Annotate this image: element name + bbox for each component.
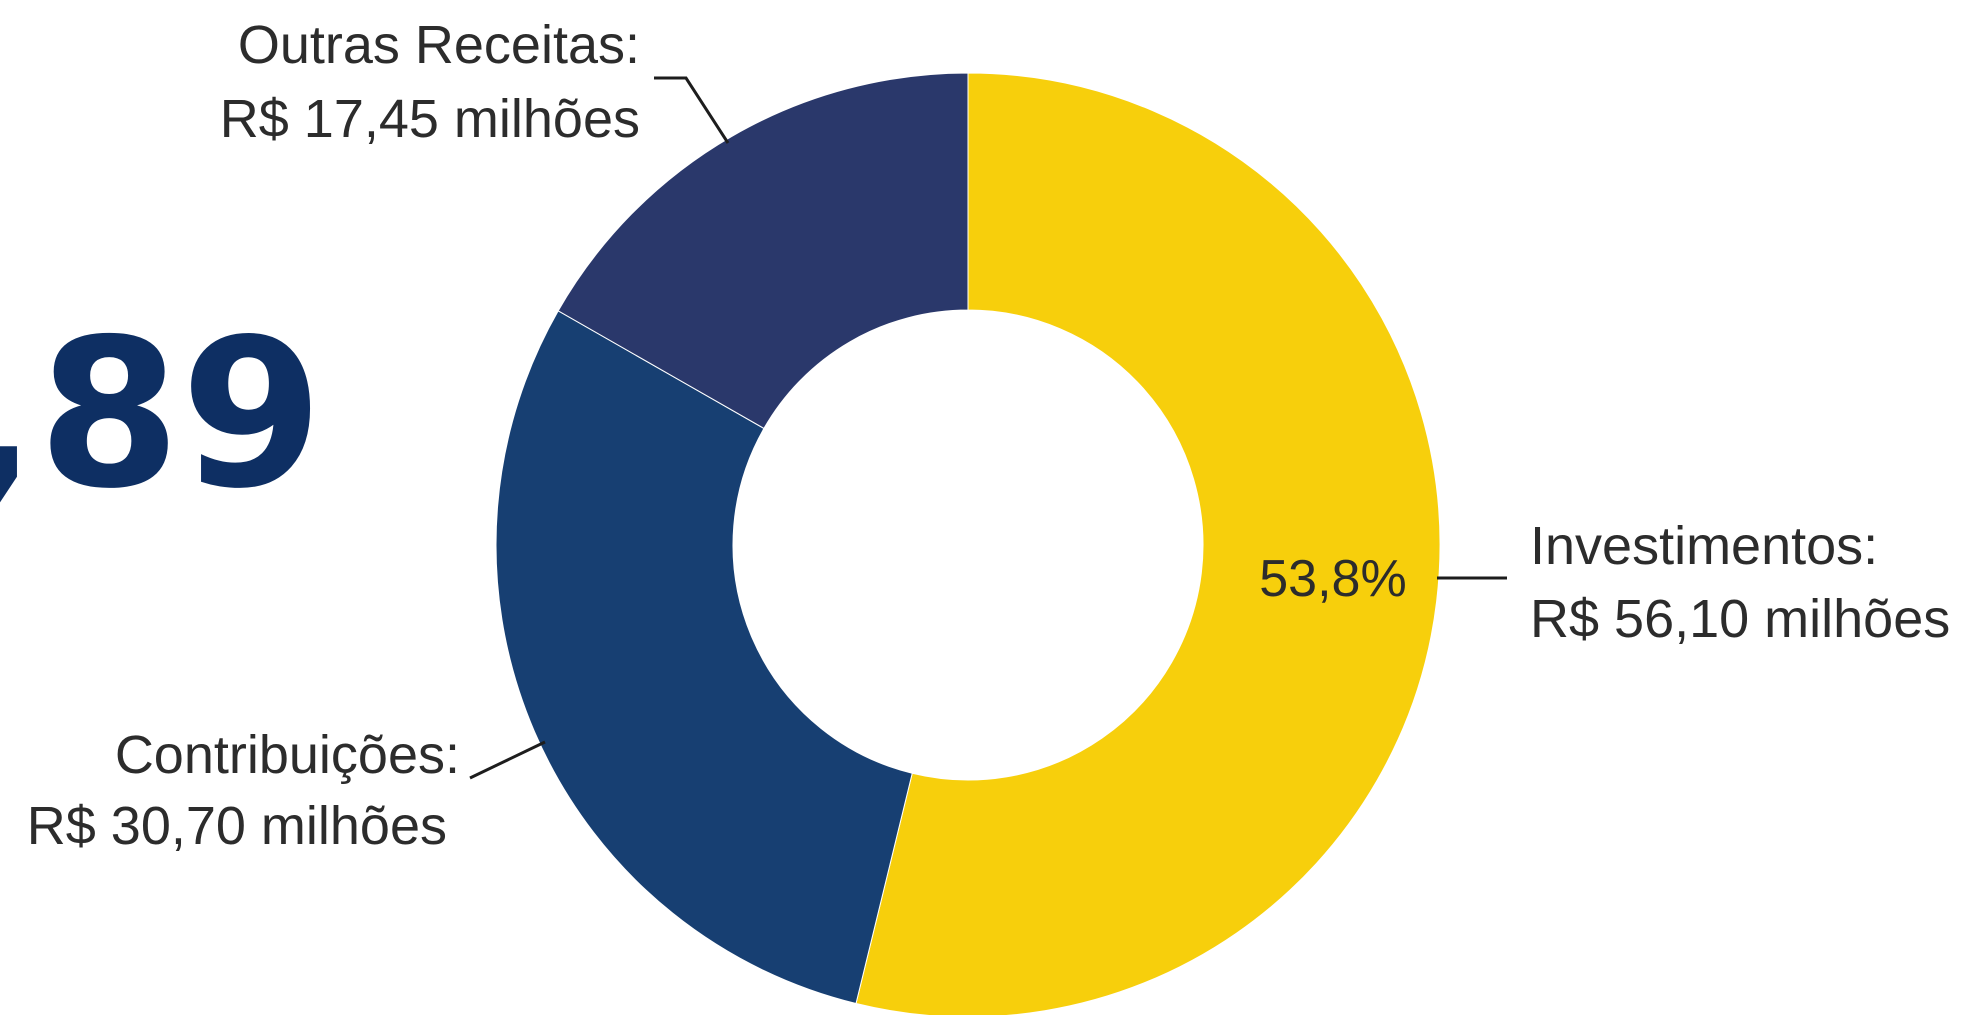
leader-line-outras-receitas: [654, 76, 730, 144]
label-investimentos-value: R$ 56,10 milhões: [1530, 589, 1950, 649]
leader-line-contribuicoes: [469, 740, 546, 780]
slice-outras-receitas: [557, 72, 969, 430]
label-outras-receitas-value: R$ 17,45 milhões: [220, 89, 640, 149]
label-contribuicoes-name: Contribuições:: [115, 725, 460, 785]
donut-slices: [495, 72, 1441, 1015]
slice-contribuicoes: [495, 310, 913, 1005]
label-outras-receitas-name: Outras Receitas:: [238, 15, 640, 75]
slice-percent-investimentos: 53,8%: [1259, 550, 1406, 608]
label-contribuicoes-value: R$ 30,70 milhões: [27, 796, 447, 856]
headline-total-fragment: ,89: [0, 296, 323, 534]
label-investimentos-name: Investimentos:: [1530, 516, 1878, 576]
slice-investimentos: [855, 72, 1441, 1015]
